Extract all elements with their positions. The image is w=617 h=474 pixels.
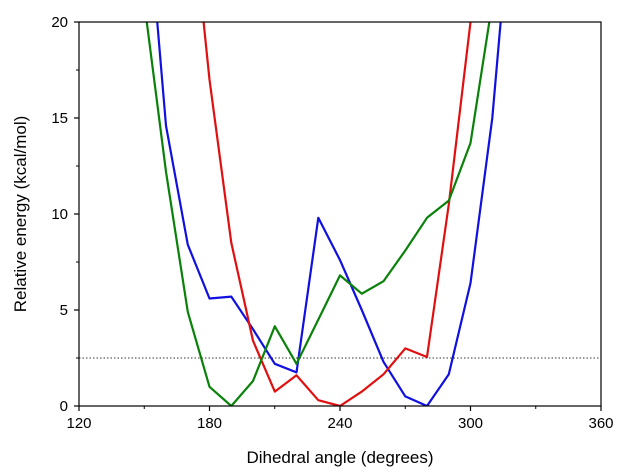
series-line-3 [145,22,491,406]
series-line-2 [202,22,472,406]
plot-frame [78,21,602,407]
x-tick-label: 240 [327,415,352,432]
y-tick-label: 15 [51,110,68,127]
y-axis-title: Relative energy (kcal/mol) [11,116,30,313]
series-layer [145,22,502,406]
x-tick-label: 120 [66,415,91,432]
y-tick-label: 20 [51,14,68,31]
series-line-1 [156,22,502,406]
x-tick-label: 360 [588,415,613,432]
y-tick-label: 10 [51,206,68,223]
x-tick-label: 180 [197,415,222,432]
x-tick-label: 300 [458,415,483,432]
x-axis-title: Dihedral angle (degrees) [246,448,433,467]
y-tick-label: 5 [60,302,68,319]
y-tick-label: 0 [60,398,68,415]
ticks-layer: 120 180 240 300 360 0 5 10 15 20 [51,14,613,432]
